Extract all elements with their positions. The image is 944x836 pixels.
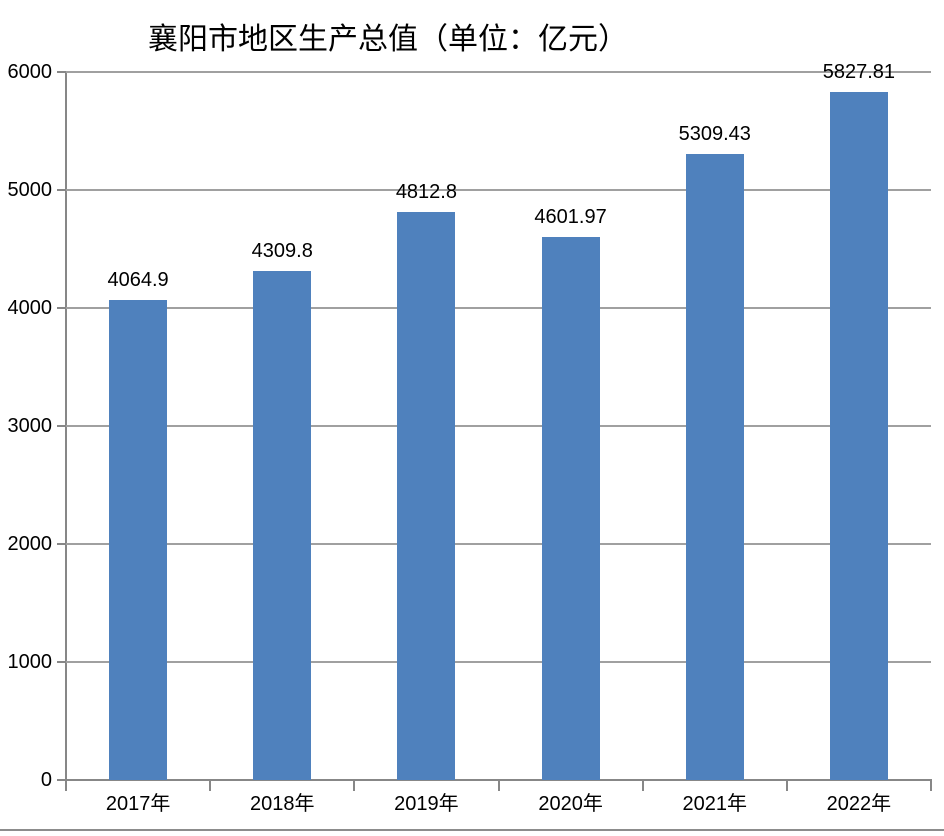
x-axis-tick-5 xyxy=(785,781,788,791)
x-axis-tick-3 xyxy=(497,781,500,791)
data-label-2019年: 4812.8 xyxy=(395,181,457,204)
x-axis-tick-2 xyxy=(353,781,356,791)
y-axis-label-3000: 3000 xyxy=(7,415,53,437)
bar-2022年[interactable] xyxy=(829,92,888,780)
x-axis-label-2018年: 2018年 xyxy=(250,793,315,815)
y-axis-label-6000: 6000 xyxy=(7,61,53,83)
plot-area[interactable]: 4064.9 4309.8 4812.8 4601.97 5309.43 5827.81 xyxy=(66,61,931,780)
y-axis-tick-1000 xyxy=(57,661,66,663)
data-label-2022年: 5827.81 xyxy=(822,61,896,84)
y-axis-label-0: 0 xyxy=(40,769,52,791)
bar-2020年[interactable] xyxy=(541,236,600,780)
x-axis-line xyxy=(65,779,932,781)
gridline-3000 xyxy=(66,425,931,427)
chart-title: 襄阳市地区生产总值（单位：亿元） xyxy=(148,22,628,57)
gridline-4000 xyxy=(66,307,931,309)
x-axis-label-2022年: 2022年 xyxy=(826,793,892,815)
data-label-2018年: 4309.8 xyxy=(251,240,313,263)
x-axis-tick-0 xyxy=(65,781,67,791)
x-axis-tick-6 xyxy=(930,781,932,791)
x-axis-label-2020年: 2020年 xyxy=(538,793,603,815)
data-label-2021年: 5309.43 xyxy=(678,122,751,145)
x-axis-label-2017年: 2017年 xyxy=(105,793,171,815)
y-axis-label-1000: 1000 xyxy=(7,651,53,673)
y-axis-tick-3000 xyxy=(57,425,66,427)
y-axis-tick-0 xyxy=(57,779,66,781)
x-axis-label-2019年: 2019年 xyxy=(394,793,459,815)
page-divider-rule xyxy=(0,829,944,831)
data-label-2017年: 4064.9 xyxy=(107,269,169,292)
y-axis-tick-5000 xyxy=(57,189,66,191)
gridline-1000 xyxy=(66,661,931,663)
y-axis-label-4000: 4000 xyxy=(7,297,53,319)
x-axis-tick-4 xyxy=(641,781,644,791)
y-axis-label-5000: 5000 xyxy=(7,179,53,201)
gridline-6000 xyxy=(66,71,931,73)
bar-2018年[interactable] xyxy=(253,271,312,780)
bar-2019年[interactable] xyxy=(397,212,456,780)
x-axis-tick-1 xyxy=(209,781,212,791)
y-axis-tick-2000 xyxy=(57,543,66,545)
data-label-2020年: 4601.97 xyxy=(534,205,607,228)
y-axis-tick-4000 xyxy=(57,307,66,309)
bar-2021年[interactable] xyxy=(685,153,744,780)
gridline-5000 xyxy=(66,189,931,191)
y-axis-label-2000: 2000 xyxy=(7,533,53,555)
bar-2017年[interactable] xyxy=(109,300,168,780)
x-axis-label-2021年: 2021年 xyxy=(682,793,748,815)
gridline-2000 xyxy=(66,543,931,545)
y-axis-tick-6000 xyxy=(57,71,66,73)
